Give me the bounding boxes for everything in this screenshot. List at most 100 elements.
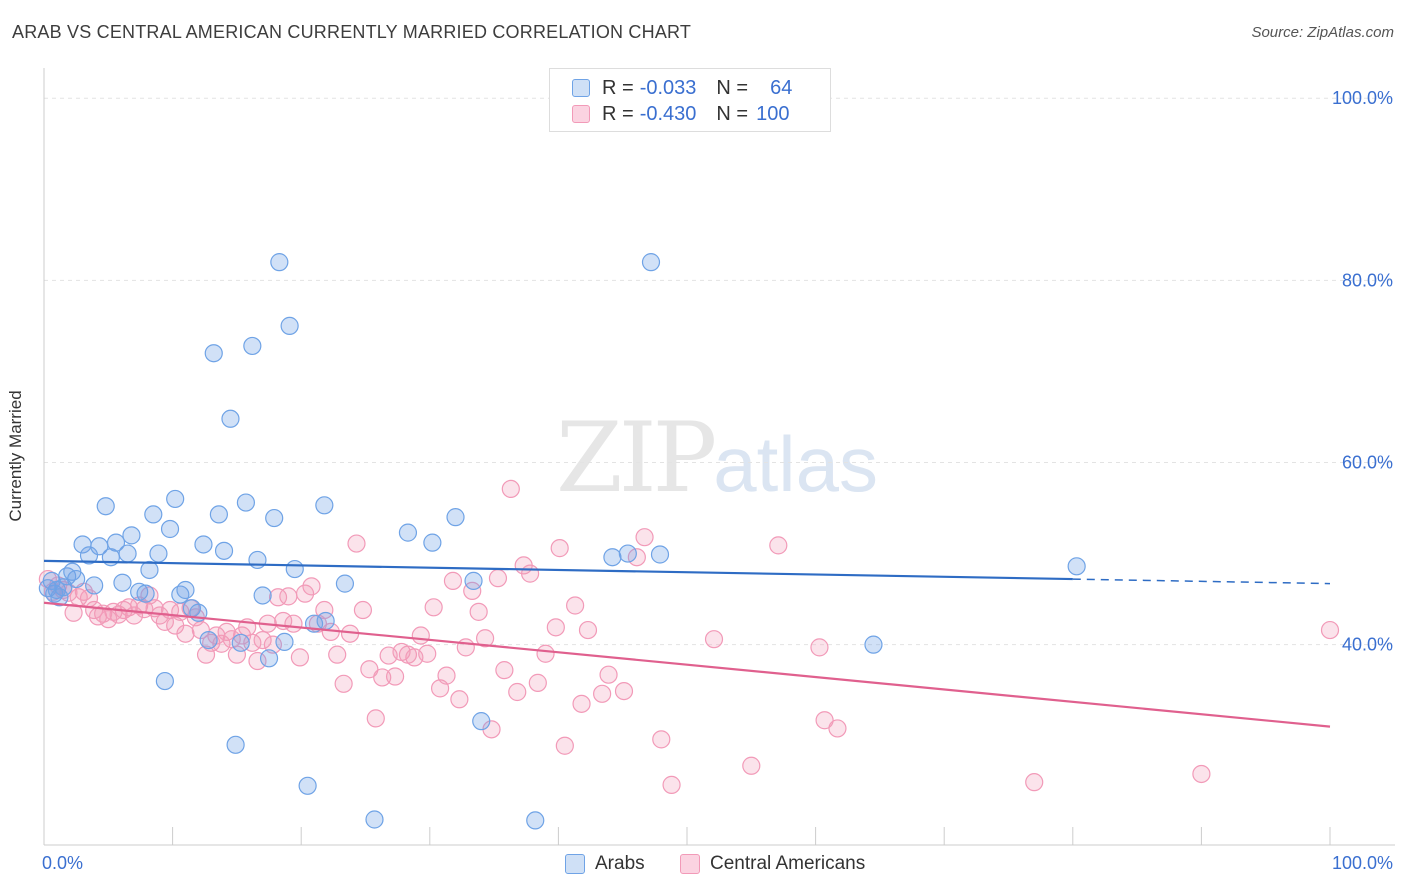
arab-point <box>398 523 418 542</box>
central-american-point <box>469 602 488 621</box>
arab-point <box>226 735 245 754</box>
arab-point <box>194 535 213 554</box>
central-legend-swatch <box>680 854 700 874</box>
central-american-point <box>475 629 495 648</box>
central-american-point <box>662 775 681 794</box>
central-american-point <box>550 539 569 558</box>
central-american-point <box>508 682 527 702</box>
central-american-point <box>328 645 347 664</box>
central-american-point <box>572 694 591 713</box>
watermark-zip: ZIP <box>556 402 717 514</box>
arab-point <box>270 253 289 272</box>
legend-item-central-americans[interactable]: Central Americans <box>680 852 865 876</box>
arab-point <box>446 508 465 527</box>
central-american-point <box>593 684 612 703</box>
central-american-point <box>456 638 475 657</box>
central-american-point <box>263 635 283 654</box>
central-american-point <box>366 709 385 728</box>
trend-lines <box>43 559 1331 728</box>
arab-point <box>79 546 99 565</box>
central-american-point <box>528 673 547 692</box>
central-american-point <box>521 564 540 583</box>
arab-point <box>149 544 168 563</box>
central-american-point <box>176 624 195 643</box>
arab-point <box>50 588 69 607</box>
central-american-point <box>424 598 443 617</box>
central-american-point <box>353 600 373 620</box>
central-american-point <box>248 651 267 671</box>
stats-row-central: R = -0.430 N = 100 <box>572 101 789 127</box>
n-value: 64 <box>770 76 793 99</box>
arab-point <box>243 336 262 356</box>
legend-item-arabs[interactable]: Arabs <box>565 852 645 876</box>
central-american-point <box>373 668 392 687</box>
central-american-point <box>227 645 246 664</box>
tick-labels: 40.0% 60.0% 80.0% 100.0% 0.0% 100.0% <box>42 88 1393 873</box>
central-american-point <box>599 665 618 684</box>
arabs-swatch <box>572 79 590 97</box>
central-american-point <box>385 667 405 686</box>
central-american-point <box>546 618 565 637</box>
central-american-point <box>704 630 724 649</box>
arab-point <box>259 649 279 668</box>
arab-point <box>118 544 137 563</box>
arab-point <box>248 550 267 570</box>
y-tick-label: 80.0% <box>1342 270 1393 290</box>
n-value: 100 <box>756 102 790 125</box>
central-american-point <box>295 584 315 603</box>
central-legend-label: Central Americans <box>710 853 866 874</box>
arab-point <box>96 497 115 516</box>
arabs-legend-swatch <box>565 854 585 874</box>
central-american-point <box>290 648 310 667</box>
central-american-point <box>501 479 520 499</box>
central-american-point <box>253 630 272 650</box>
source-label: Source: ZipAtlas.com <box>1251 24 1394 41</box>
arab-point <box>199 630 218 650</box>
central-american-point <box>810 638 829 657</box>
arab-point <box>316 611 335 631</box>
central-american-point <box>1025 773 1044 792</box>
r-label: R = <box>602 102 634 125</box>
central-american-point <box>411 626 430 645</box>
arab-point <box>54 578 73 597</box>
arab-point <box>209 505 228 524</box>
stats-row-arabs: R = -0.033 N = 64 <box>572 75 792 101</box>
central-american-point <box>302 577 321 596</box>
central-american-point <box>347 534 366 553</box>
central-american-point <box>418 644 437 663</box>
arab-point <box>265 508 284 528</box>
arab-point <box>136 584 155 603</box>
arab-point <box>214 541 234 560</box>
central-american-point <box>279 587 298 606</box>
arab-point <box>423 533 442 552</box>
central-american-point <box>334 674 353 693</box>
arab-point <box>280 316 299 335</box>
central-american-point <box>196 645 216 664</box>
central-american-point <box>815 711 834 730</box>
arab-point <box>236 493 256 512</box>
arab-point <box>122 526 141 545</box>
arab-point <box>144 505 163 524</box>
r-value: -0.033 <box>639 76 697 99</box>
r-label: R = <box>602 76 634 99</box>
r-value: -0.430 <box>639 102 697 125</box>
arab-point <box>464 571 483 590</box>
central-american-point <box>284 614 303 633</box>
arab-point <box>140 560 159 580</box>
arab-point <box>864 635 883 654</box>
arab-point <box>1067 557 1086 576</box>
arab-point <box>221 409 240 428</box>
arab-point <box>526 811 545 830</box>
central-american-point <box>566 596 585 615</box>
arab-point <box>641 253 661 272</box>
arab-point <box>155 671 174 691</box>
arab-point <box>204 344 223 363</box>
central-american-point <box>1320 620 1340 640</box>
arab-point <box>472 712 491 731</box>
central-american-point <box>828 719 847 738</box>
x-tick-label: 0.0% <box>42 853 83 873</box>
arab-point <box>113 573 132 592</box>
central-americans-trend-line <box>43 601 1331 728</box>
arab-point <box>335 574 355 593</box>
